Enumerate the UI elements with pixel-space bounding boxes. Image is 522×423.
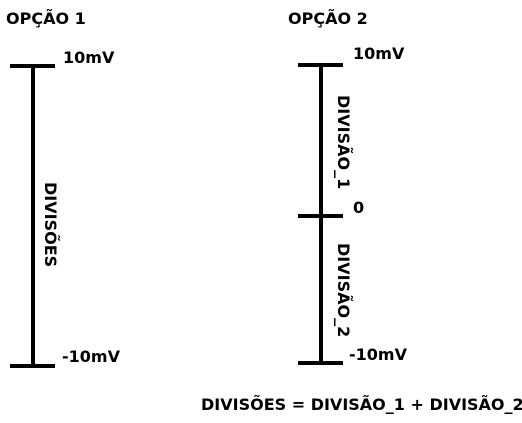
option1-division-label: DIVISÕES: [41, 182, 60, 268]
formula-text: DIVISÕES = DIVISÃO_1 + DIVISÃO_2: [201, 395, 522, 414]
option2-bottom-label: -10mV: [349, 345, 407, 364]
option2-title: OPÇÃO 2: [288, 9, 368, 28]
option2-middle-label: 0: [353, 198, 365, 217]
option1-top-label: 10mV: [63, 48, 115, 67]
option2-division2-label: DIVISÃO_2: [334, 243, 353, 338]
option1-bottom-label: -10mV: [62, 347, 120, 366]
option2-top-label: 10mV: [353, 44, 405, 63]
option2-division1-label: DIVISÃO_1: [334, 95, 353, 190]
option1-title: OPÇÃO 1: [6, 9, 86, 28]
